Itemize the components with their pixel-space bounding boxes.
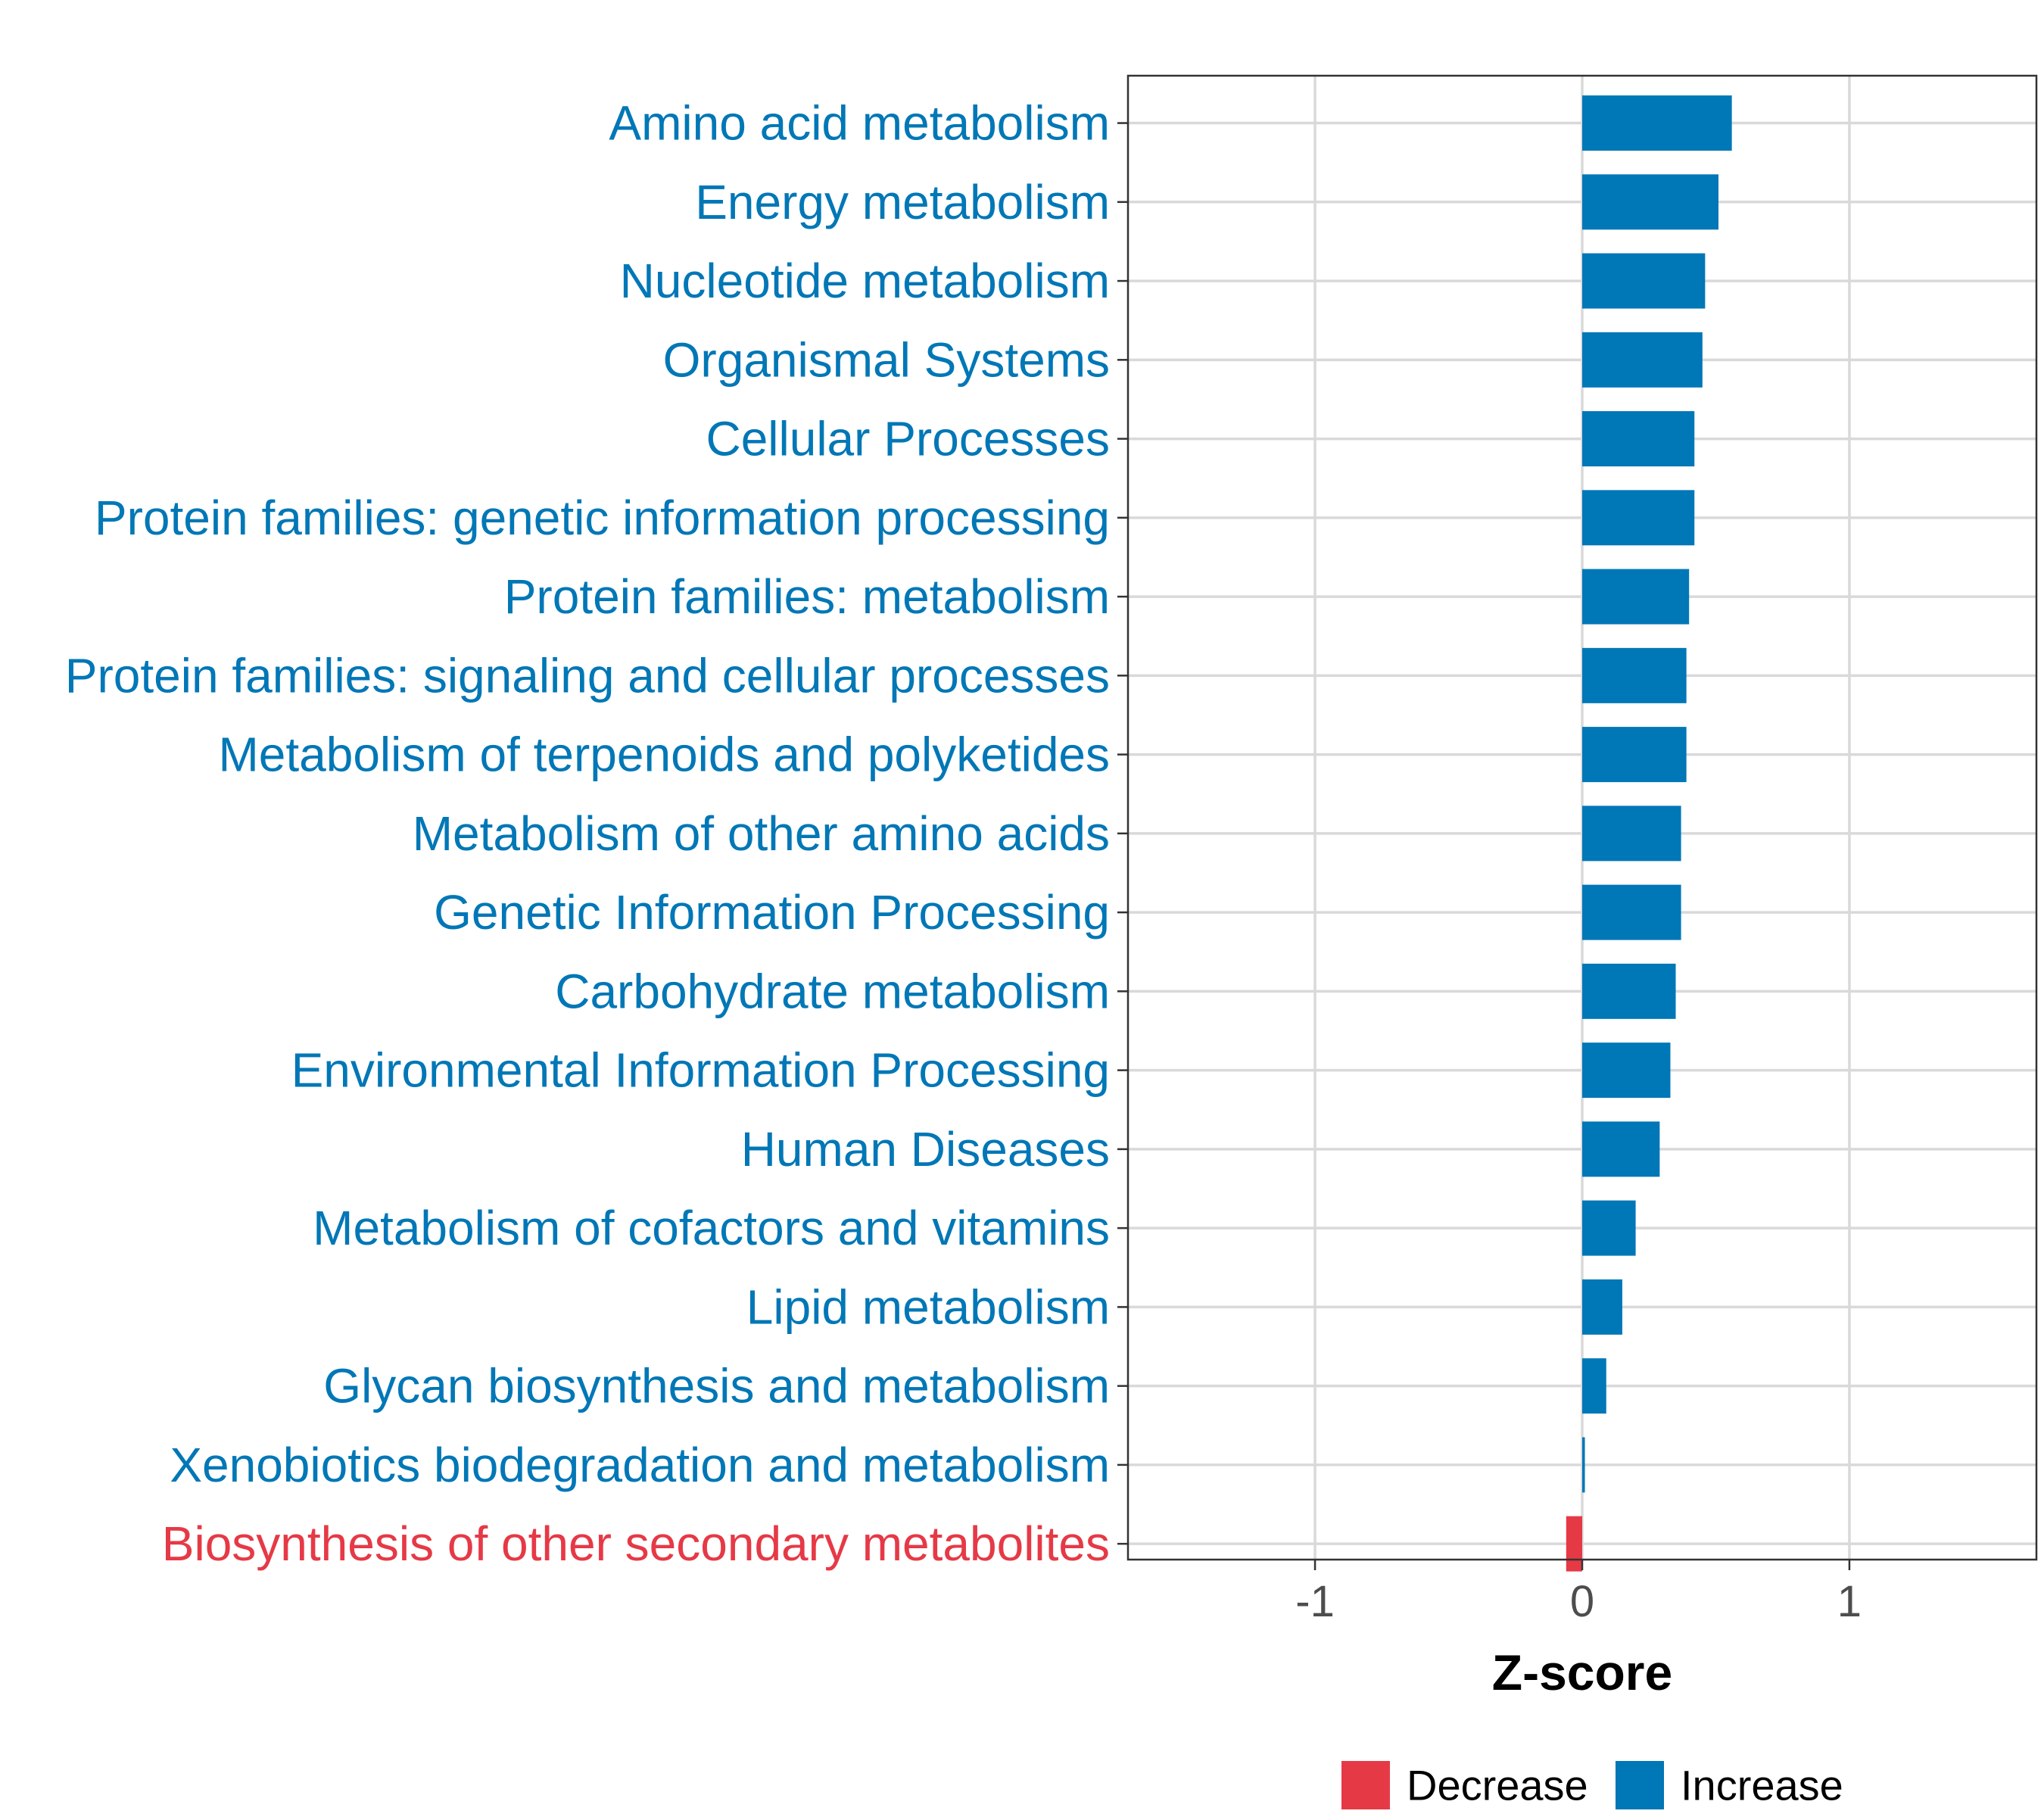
y-tick-label: Cellular Processes <box>706 412 1110 466</box>
y-tick-label: Organismal Systems <box>663 332 1110 387</box>
bar <box>1582 490 1695 546</box>
y-tick-label: Protein families: metabolism <box>504 569 1110 624</box>
bars-group <box>1566 95 1732 1572</box>
legend-label: Increase <box>1681 1762 1843 1809</box>
x-axis-title: Z-score <box>1492 1644 1672 1700</box>
y-tick-label: Human Diseases <box>741 1122 1110 1177</box>
bar <box>1566 1516 1582 1572</box>
bar <box>1582 332 1703 388</box>
bar <box>1582 411 1695 467</box>
bar <box>1582 569 1690 625</box>
bar <box>1582 647 1687 703</box>
x-axis: -1 0 1 <box>1295 1560 1862 1626</box>
bar <box>1582 95 1732 151</box>
y-tick-label: Biosynthesis of other secondary metaboli… <box>162 1516 1110 1571</box>
y-tick-label: Nucleotide metabolism <box>620 254 1110 308</box>
legend-label: Decrease <box>1407 1762 1588 1809</box>
bar <box>1582 727 1687 783</box>
x-tick-label: -1 <box>1295 1577 1335 1626</box>
bar <box>1582 174 1718 230</box>
legend-swatch <box>1341 1761 1390 1809</box>
bar <box>1582 1437 1585 1493</box>
legend-swatch <box>1616 1761 1664 1809</box>
y-tick-label: Carbohydrate metabolism <box>555 964 1110 1018</box>
y-tick-label: Lipid metabolism <box>746 1279 1110 1334</box>
bar <box>1582 1121 1660 1177</box>
y-tick-label: Protein families: signaling and cellular… <box>65 648 1110 703</box>
y-axis: Amino acid metabolism Energy metabolism Nu… <box>65 96 1128 1571</box>
y-tick-label: Metabolism of other amino acids <box>413 806 1110 861</box>
bar <box>1582 253 1706 309</box>
y-tick-label: Glycan biosynthesis and metabolism <box>323 1359 1110 1413</box>
bar <box>1582 1358 1606 1414</box>
legend: Decrease Increase <box>1341 1761 1843 1809</box>
bar <box>1582 1200 1636 1256</box>
y-tick-label: Amino acid metabolism <box>609 96 1110 151</box>
y-tick-label: Metabolism of terpenoids and polyketides <box>218 728 1110 782</box>
y-tick-label: Xenobiotics biodegradation and metabolis… <box>170 1438 1110 1492</box>
y-tick-label: Metabolism of cofactors and vitamins <box>313 1201 1110 1255</box>
bar <box>1582 1043 1671 1099</box>
y-tick-label: Environmental Information Processing <box>291 1043 1110 1098</box>
y-tick-label: Energy metabolism <box>695 175 1110 229</box>
bar <box>1582 884 1681 940</box>
x-tick-label: 0 <box>1570 1577 1594 1626</box>
x-tick-label: 1 <box>1837 1577 1862 1626</box>
y-tick-label: Protein families: genetic information pr… <box>95 491 1110 545</box>
bar <box>1582 963 1676 1019</box>
bar <box>1582 1279 1622 1335</box>
y-tick-label: Genetic Information Processing <box>434 885 1110 940</box>
bar <box>1582 806 1681 862</box>
